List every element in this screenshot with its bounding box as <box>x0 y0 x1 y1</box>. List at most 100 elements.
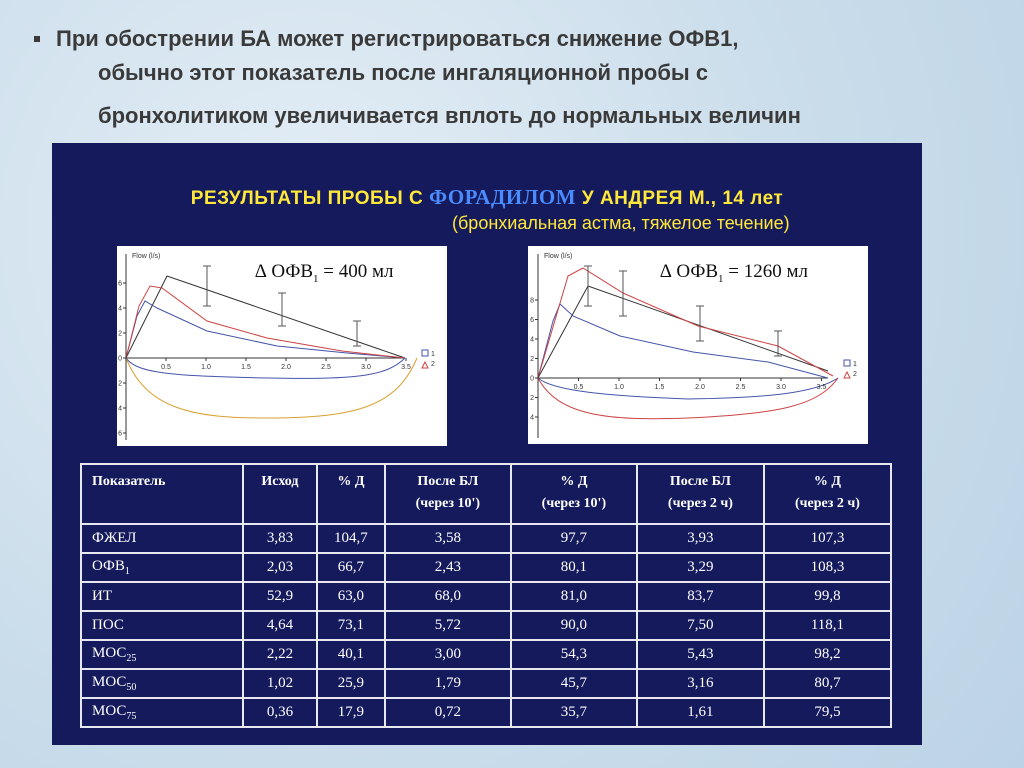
table-cell: 0,36 <box>241 697 319 728</box>
y-tick-label: 6 <box>118 431 122 438</box>
table-cell: 54,3 <box>509 639 638 670</box>
table-cell: 79,5 <box>762 697 893 728</box>
delta-annotation: ∆ ОФВ1 = 1260 мл <box>660 261 808 285</box>
table-cell: 3,16 <box>635 668 765 699</box>
legend-marker <box>843 370 851 379</box>
header-text: (через 10') <box>415 496 481 511</box>
header-line: При обострении БА может регистрироваться… <box>56 26 739 51</box>
table-row: МОС75 0,36 17,9 0,72 35,7 1,61 79,5 <box>80 697 893 728</box>
table-row: ОФВ1 2,03 66,7 2,43 80,1 3,29 108,3 <box>80 552 893 583</box>
y-tick-label: 4 <box>118 406 122 413</box>
table-cell: 5,72 <box>383 610 512 641</box>
x-tick-label: 2.0 <box>695 384 705 391</box>
x-tick-label: 3.5 <box>401 364 411 371</box>
table-cell: 40,1 <box>316 639 386 670</box>
header-cell: Исход <box>241 463 319 525</box>
delta-text: = 400 мл <box>323 261 394 282</box>
x-tick-label: 1.5 <box>241 364 251 371</box>
label-text: МОС <box>92 674 127 690</box>
y-tick-label: 6 <box>118 281 122 288</box>
header-cell: Показатель <box>80 463 244 525</box>
table-cell: 25,9 <box>316 668 386 699</box>
row-label: ФЖЕЛ <box>80 523 244 554</box>
header-text: (через 2 ч) <box>794 496 860 511</box>
row-label: МОС75 <box>80 697 244 728</box>
x-tick-label: 2.5 <box>736 384 746 391</box>
delta-sub: 1 <box>718 272 724 285</box>
table-row: ПОС 4,64 73,1 5,72 90,0 7,50 118,1 <box>80 610 893 641</box>
header-text: Исход <box>261 474 299 489</box>
table-cell: 3,58 <box>383 523 512 554</box>
table-cell: 1,61 <box>635 697 765 728</box>
header-text: (через 2 ч) <box>667 496 733 511</box>
header-text: % Д <box>813 474 842 489</box>
table-cell: 3,00 <box>383 639 512 670</box>
label-sub: 50 <box>126 682 137 693</box>
label-text: МОС <box>92 645 127 661</box>
header-cell: % Д (через 10') <box>509 463 638 525</box>
table-cell: 4,64 <box>241 610 319 641</box>
header-text: (через 10') <box>541 496 607 511</box>
row-label: ИТ <box>80 581 244 612</box>
table-cell: 80,7 <box>762 668 893 699</box>
x-tick-label: 1.0 <box>614 384 624 391</box>
panel: РЕЗУЛЬТАТЫ ПРОБЫ С ФОРАДИЛОМ У АНДРЕЯ М.… <box>52 143 922 745</box>
curve-1 <box>125 300 406 359</box>
x-tick-label: 2.5 <box>321 364 331 371</box>
table-cell: 3,93 <box>635 523 765 554</box>
bullet <box>34 36 40 42</box>
y-tick-label: 2 <box>530 395 534 402</box>
legend-marker <box>421 349 429 357</box>
table-cell: 2,03 <box>241 552 319 583</box>
axis-label: Flow (l/s) <box>544 253 572 260</box>
label-text: ПОС <box>92 617 124 633</box>
table-row: ФЖЕЛ 3,83 104,7 3,58 97,7 3,93 107,3 <box>80 523 893 554</box>
table-row: ИТ 52,9 63,0 68,0 81,0 83,7 99,8 <box>80 581 893 612</box>
y-tick-label: 0 <box>530 376 534 383</box>
label-sub: 75 <box>126 711 137 722</box>
drug-name: ФОРАДИЛОМ <box>429 185 577 209</box>
table-cell: 90,0 <box>509 610 638 641</box>
flow-volume-plot: Flow (l/s) 0.5 1.0 1.5 2.0 2.5 3.0 3.5 8 6 4 2 0 2 4 1 2 <box>528 246 868 444</box>
table-cell: 35,7 <box>509 697 638 728</box>
table-cell: 0,72 <box>383 697 512 728</box>
x-tick-label: 1.5 <box>655 384 665 391</box>
table-cell: 108,3 <box>762 552 893 583</box>
legend-marker <box>843 359 851 367</box>
label-sub: 25 <box>126 653 137 664</box>
header-line: обычно этот показатель после ингаляционн… <box>98 60 709 85</box>
x-tick-label: 3.0 <box>776 384 786 391</box>
panel-subtitle: (бронхиальная астма, тяжелое течение) <box>452 213 790 233</box>
expiratory-curve-2 <box>125 357 418 419</box>
predicted-curve <box>537 285 829 379</box>
table-cell: 83,7 <box>635 581 765 612</box>
delta-text: = 1260 мл <box>728 261 808 282</box>
panel-title: РЕЗУЛЬТАТЫ ПРОБЫ С ФОРАДИЛОМ У АНДРЕЯ М.… <box>52 185 922 210</box>
table-cell: 68,0 <box>383 581 512 612</box>
expiratory-curve-2 <box>537 377 839 420</box>
delta-text: ∆ ОФВ <box>660 261 719 282</box>
y-tick-label: 8 <box>530 298 534 305</box>
table-cell: 81,0 <box>509 581 638 612</box>
label-text: ОФВ <box>92 558 125 574</box>
error-bars <box>584 265 782 357</box>
table-cell: 52,9 <box>241 581 319 612</box>
table-cell: 107,3 <box>762 523 893 554</box>
header-line: бронхолитиком увеличивается вплоть до но… <box>98 103 801 128</box>
table-cell: 63,0 <box>316 581 386 612</box>
label-text: МОС <box>92 703 127 719</box>
y-tick-label: 2 <box>530 356 534 363</box>
x-tick-label: 0.5 <box>161 364 171 371</box>
table-cell: 7,50 <box>635 610 765 641</box>
table-row: МОС25 2,22 40,1 3,00 54,3 5,43 98,2 <box>80 639 893 670</box>
y-tick-label: 4 <box>530 415 534 422</box>
y-tick-label: 2 <box>118 331 122 338</box>
legend-label: 2 <box>853 371 857 378</box>
legend-label: 1 <box>853 361 857 368</box>
legend-label: 2 <box>431 361 435 368</box>
header-cell: % Д <box>316 463 386 525</box>
table-cell: 45,7 <box>509 668 638 699</box>
y-tick-label: 4 <box>118 306 122 313</box>
table-cell: 104,7 <box>316 523 386 554</box>
x-tick-label: 0.5 <box>574 384 584 391</box>
